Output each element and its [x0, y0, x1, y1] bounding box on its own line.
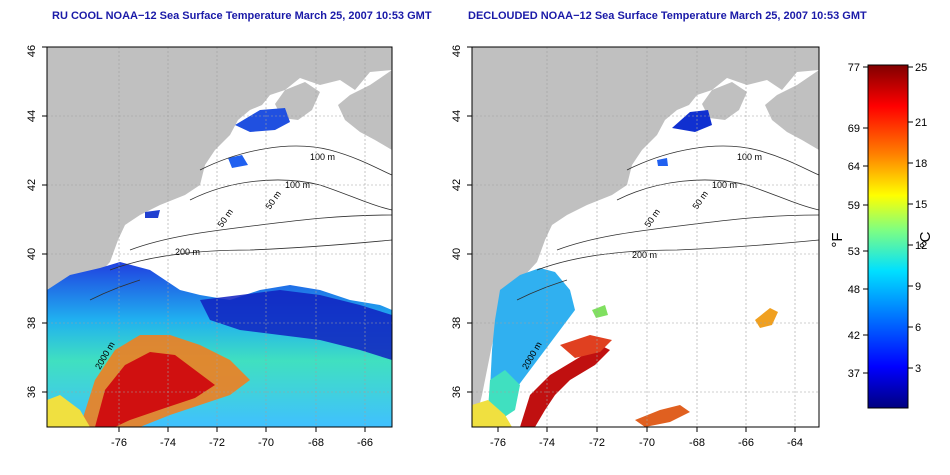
x-tick-label: -68	[308, 437, 324, 449]
fahrenheit-unit-label: °F	[829, 232, 846, 247]
fahrenheit-tick: 77	[848, 62, 860, 74]
land-mass	[765, 70, 819, 150]
left-x-axis	[118, 427, 366, 432]
sst-patch	[672, 110, 712, 132]
sst-patch	[228, 155, 248, 168]
colorbar-ticks	[863, 66, 913, 374]
contour-label: 200 m	[175, 247, 200, 257]
right-map-frame	[471, 46, 820, 428]
left-map-frame	[46, 46, 393, 428]
contour-label: 100 m	[310, 152, 335, 162]
x-tick-label: -68	[689, 437, 705, 449]
celsius-unit-label: °C	[917, 231, 934, 248]
sst-gulf-stream	[520, 345, 610, 427]
land-mass	[338, 70, 392, 150]
x-tick-label: -66	[357, 437, 373, 449]
contour-label: 200 m	[632, 250, 657, 260]
x-tick-label: -72	[589, 437, 605, 449]
colorbar	[867, 64, 909, 409]
x-tick-label: -64	[787, 437, 803, 449]
y-tick-label: 38	[26, 317, 38, 329]
right-map-title: DECLOUDED NOAA−12 Sea Surface Temperatur…	[468, 10, 867, 22]
x-tick-label: -74	[539, 437, 555, 449]
left-map: 100 m 100 m 50 m 200 m 50 m 2000 m	[47, 47, 392, 427]
y-tick-label: 40	[26, 248, 38, 260]
left-map-title: RU COOL NOAA−12 Sea Surface Temperature …	[52, 10, 432, 22]
left-y-axis	[42, 46, 47, 393]
x-tick-label: -72	[209, 437, 225, 449]
land-mass	[47, 47, 392, 427]
graticule	[472, 47, 819, 427]
sst-coastal-yellow	[47, 395, 90, 427]
bathymetry-contours	[516, 145, 819, 301]
sst-patch	[145, 210, 160, 218]
contour-label: 100 m	[285, 180, 310, 190]
y-tick-label: 42	[451, 179, 463, 191]
x-tick-label: -70	[258, 437, 274, 449]
sst-field	[490, 268, 575, 405]
y-tick-label: 44	[26, 110, 38, 122]
fahrenheit-tick: 37	[848, 368, 860, 380]
fahrenheit-tick: 64	[848, 161, 860, 173]
y-tick-label: 42	[26, 179, 38, 191]
sst-gulf-stream	[560, 335, 612, 358]
graticule	[47, 47, 392, 427]
right-y-axis	[467, 46, 472, 393]
sst-patch	[592, 305, 608, 318]
sst-coastal-yellow	[472, 400, 512, 427]
y-tick-label: 46	[26, 45, 38, 57]
y-tick-label: 38	[451, 317, 463, 329]
sst-deep-blue	[200, 290, 392, 360]
celsius-tick: 3	[915, 363, 921, 375]
x-tick-label: -76	[111, 437, 127, 449]
x-tick-label: -66	[738, 437, 754, 449]
land-mass	[702, 82, 747, 120]
fahrenheit-tick: 48	[848, 284, 860, 296]
y-tick-label: 40	[451, 248, 463, 260]
celsius-tick: 15	[915, 199, 927, 211]
right-map: 100 m 100 m 50 m 200 m 50 m 2000 m	[472, 47, 819, 427]
right-x-axis	[497, 427, 796, 432]
land-mass	[472, 47, 819, 427]
sst-patch	[235, 108, 290, 132]
fahrenheit-tick: 42	[848, 330, 860, 342]
x-tick-label: -74	[160, 437, 176, 449]
contour-label: 100 m	[737, 152, 762, 162]
y-tick-label: 36	[26, 386, 38, 398]
fahrenheit-tick: 53	[848, 246, 860, 258]
fahrenheit-tick: 59	[848, 200, 860, 212]
celsius-tick: 25	[915, 62, 927, 74]
bathymetry-contours	[89, 145, 392, 301]
celsius-tick: 9	[915, 281, 921, 293]
celsius-tick: 12	[915, 240, 927, 252]
celsius-tick: 18	[915, 158, 927, 170]
land-mass	[275, 82, 320, 120]
celsius-tick: 6	[915, 322, 921, 334]
sst-hot-core	[95, 352, 215, 427]
sst-patch	[657, 158, 668, 166]
y-tick-label: 44	[451, 110, 463, 122]
fahrenheit-tick: 69	[848, 123, 860, 135]
y-tick-label: 46	[451, 45, 463, 57]
sst-patch	[635, 405, 690, 427]
x-tick-label: -76	[490, 437, 506, 449]
y-tick-label: 36	[451, 386, 463, 398]
celsius-tick: 21	[915, 117, 927, 129]
x-tick-label: -70	[639, 437, 655, 449]
